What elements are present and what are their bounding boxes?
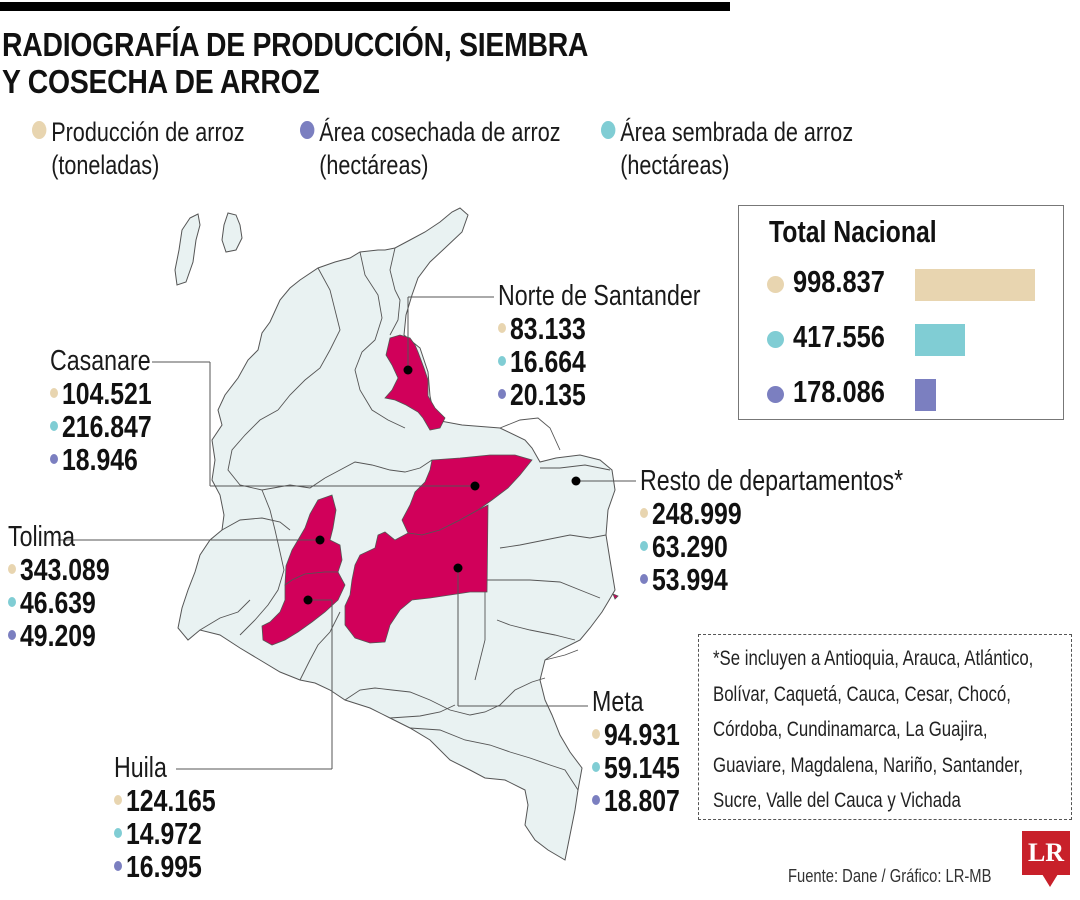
total-bar-produccion [915,269,1035,301]
region-norte-de-santander [384,334,446,431]
value-produccion: 83.133 [498,312,701,345]
title-line-1: RADIOGRAFÍA DE PRODUCCIÓN, SIEMBRA [2,26,589,63]
legend-unit: (toneladas) [51,150,160,180]
total-bar-sembrada [915,324,965,356]
total-title: Total Nacional [769,214,937,249]
total-value: 998.837 [793,264,885,299]
region-meta [344,504,489,644]
label-meta: Meta 94.931 59.145 18.807 [592,686,680,817]
total-row-cosechada: 178.086 [767,374,1057,414]
dot-cosechada-icon [767,386,784,403]
legend-label: Área sembrada de arroz [620,117,854,147]
value-sembrada: 14.972 [114,817,216,850]
title-line-2: Y COSECHA DE ARROZ [2,63,320,100]
leader-lines [58,296,636,770]
value-sembrada: 16.664 [498,345,701,378]
label-huila: Huila 124.165 14.972 16.995 [114,752,216,883]
legend-label: Área cosechada de arroz [319,117,561,147]
region-name: Tolima [8,521,76,553]
highlighted-departments [261,334,619,646]
value-produccion: 94.931 [592,718,680,751]
value-cosechada: 18.807 [592,784,680,817]
legend-item-cosechada: Área cosechada de arroz (hectáreas) [300,116,561,182]
value-sembrada: 63.290 [640,530,903,563]
dot-sembrada-icon [767,331,784,348]
region-name: Huila [114,752,167,784]
region-name: Casanare [50,345,151,377]
island-providencia [221,212,243,253]
region-name: Resto de departamentos* [640,465,904,497]
marker-dots [303,365,581,605]
value-sembrada: 59.145 [592,751,680,784]
total-row-produccion: 998.837 [767,264,1057,304]
legend-item-produccion: Producción de arroz (toneladas) [32,116,245,182]
source-credit: Fuente: Dane / Gráfico: LR-MB [788,866,992,886]
top-rule [0,2,730,11]
region-name: Norte de Santander [498,280,701,312]
region-name: Meta [592,686,644,718]
lr-logo-icon: LR [1022,831,1070,887]
value-sembrada: 46.639 [8,586,110,619]
total-nacional-box: Total Nacional 998.837 417.556 178.086 [738,205,1064,420]
dot-cosechada-icon [300,121,315,139]
label-tolima: Tolima 343.089 46.639 49.209 [8,521,110,652]
value-produccion: 124.165 [114,784,216,817]
total-value: 178.086 [793,374,885,409]
value-produccion: 343.089 [8,553,110,586]
value-cosechada: 18.946 [50,443,152,476]
value-sembrada: 216.847 [50,410,152,443]
region-vichada-patch [612,593,619,600]
label-casanare: Casanare 104.521 216.847 18.946 [50,345,152,476]
value-produccion: 104.521 [50,377,152,410]
value-produccion: 248.999 [640,497,903,530]
total-row-sembrada: 417.556 [767,319,1057,359]
legend-unit: (hectáreas) [319,150,429,180]
value-cosechada: 20.135 [498,378,701,411]
island-san-andres [174,213,201,286]
legend-unit: (hectáreas) [620,150,730,180]
footnote-text: *Se incluyen a Antioquia, Arauca, Atlánt… [713,647,1034,812]
mainland [177,207,616,861]
page-title: RADIOGRAFÍA DE PRODUCCIÓN, SIEMBRA Y COS… [2,26,638,100]
value-cosechada: 49.209 [8,619,110,652]
value-cosechada: 16.995 [114,850,216,883]
label-norte-de-santander: Norte de Santander 83.133 16.664 20.135 [498,280,701,411]
total-bar-cosechada [915,379,936,411]
dot-produccion-icon [767,276,784,293]
total-value: 417.556 [793,319,885,354]
dot-sembrada-icon [601,121,616,139]
label-resto-departamentos: Resto de departamentos* 248.999 63.290 5… [640,465,903,596]
dot-produccion-icon [32,121,47,139]
legend-label: Producción de arroz [51,117,245,147]
footnote-box: *Se incluyen a Antioquia, Arauca, Atlánt… [698,634,1072,820]
legend-item-sembrada: Área sembrada de arroz (hectáreas) [601,116,853,182]
region-huila [261,571,346,646]
value-cosechada: 53.994 [640,563,903,596]
